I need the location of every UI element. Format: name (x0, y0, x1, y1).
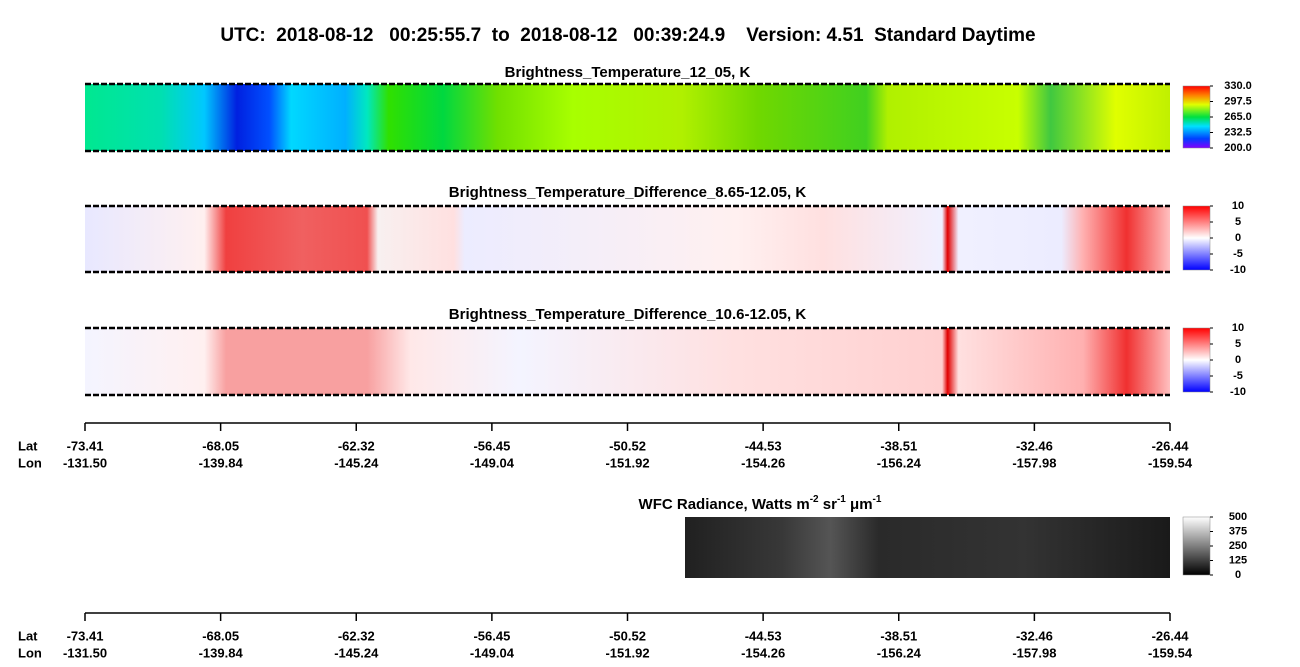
lon-tick-label: -149.04 (470, 645, 515, 660)
lon-label: Lon (18, 645, 42, 660)
lon-tick-label: -154.26 (741, 645, 785, 660)
page-title: UTC: 2018-08-12 00:25:55.7 to 2018-08-12… (220, 25, 1035, 46)
colorbar-tick-label: 10 (1232, 322, 1244, 334)
image-strip (85, 84, 1170, 151)
lat-tick-label: -38.51 (880, 438, 917, 453)
lon-tick-label: -131.50 (63, 455, 107, 470)
lon-tick-label: -139.84 (199, 645, 244, 660)
colorbar-tick-label: 200.0 (1224, 142, 1252, 154)
image-strip (85, 206, 1170, 272)
lon-tick-label: -131.50 (63, 645, 107, 660)
title-segment: -1 (837, 494, 846, 505)
lon-tick-label: -156.24 (877, 455, 922, 470)
lon-label: Lon (18, 455, 42, 470)
lon-tick-label: -149.04 (470, 455, 515, 470)
colorbar-tick-label: 0 (1235, 569, 1241, 581)
colorbar-tick-label: 5 (1235, 216, 1241, 228)
lat-tick-label: -44.53 (745, 438, 782, 453)
panel-title: Brightness_Temperature_Difference_8.65-1… (449, 184, 807, 201)
colorbar-tick-label: 232.5 (1224, 126, 1252, 138)
title-segment: -2 (810, 494, 819, 505)
colorbar-tick-label: 375 (1229, 525, 1247, 537)
panel-title: Brightness_Temperature_12_05, K (505, 64, 751, 81)
title-segment: -1 (873, 494, 882, 505)
lat-tick-label: -68.05 (202, 438, 239, 453)
lat-label: Lat (18, 438, 38, 453)
colorbar-tick-label: 0 (1235, 232, 1241, 244)
colorbar-tick-label: 125 (1229, 554, 1247, 566)
lon-tick-label: -159.54 (1148, 645, 1193, 660)
image-strip (85, 328, 1170, 395)
lat-tick-label: -56.45 (473, 438, 510, 453)
lat-tick-label: -50.52 (609, 438, 646, 453)
lat-tick-label: -38.51 (880, 628, 917, 643)
lat-label: Lat (18, 628, 38, 643)
colorbar-tick-label: 500 (1229, 511, 1247, 523)
panel-title: Brightness_Temperature_Difference_10.6-1… (449, 306, 807, 323)
lon-tick-label: -151.92 (605, 645, 649, 660)
lon-tick-label: -145.24 (334, 455, 379, 470)
colorbar-tick-label: 10 (1232, 200, 1244, 212)
colorbar-tick-label: 297.5 (1224, 95, 1252, 107)
colorbar-tick-label: 5 (1235, 338, 1241, 350)
colorbar-tick-label: 330.0 (1224, 80, 1252, 92)
lat-tick-label: -32.46 (1016, 628, 1053, 643)
lon-tick-label: -151.92 (605, 455, 649, 470)
colorbar (1182, 205, 1211, 271)
lat-tick-label: -26.44 (1152, 628, 1190, 643)
colorbar-tick-label: 265.0 (1224, 111, 1252, 123)
lon-tick-label: -157.98 (1012, 645, 1056, 660)
lon-tick-label: -154.26 (741, 455, 785, 470)
colorbar (1182, 85, 1211, 149)
colorbar-tick-label: -5 (1233, 370, 1243, 382)
lat-tick-label: -44.53 (745, 628, 782, 643)
lon-tick-label: -156.24 (877, 645, 922, 660)
colorbar-tick-label: -10 (1230, 264, 1246, 276)
lat-tick-label: -26.44 (1152, 438, 1190, 453)
panel-title: WFC Radiance, Watts m-2 sr-1 μm-1 (639, 494, 882, 513)
lat-tick-label: -73.41 (67, 438, 104, 453)
lat-tick-label: -56.45 (473, 628, 510, 643)
title-segment: μm (846, 496, 873, 513)
colorbar (1182, 516, 1211, 576)
image-strip (685, 517, 1170, 578)
lon-tick-label: -159.54 (1148, 455, 1193, 470)
lat-tick-label: -32.46 (1016, 438, 1053, 453)
colorbar-tick-label: 250 (1229, 540, 1247, 552)
lat-tick-label: -68.05 (202, 628, 239, 643)
colorbar (1182, 327, 1211, 393)
colorbar-tick-label: 0 (1235, 354, 1241, 366)
lat-tick-label: -62.32 (338, 628, 375, 643)
colorbar-tick-label: -5 (1233, 248, 1243, 260)
lat-tick-label: -73.41 (67, 628, 104, 643)
title-segment: sr (819, 496, 838, 513)
lat-tick-label: -62.32 (338, 438, 375, 453)
lat-tick-label: -50.52 (609, 628, 646, 643)
title-segment: WFC Radiance, Watts m (639, 496, 810, 513)
lon-tick-label: -157.98 (1012, 455, 1056, 470)
lon-tick-label: -139.84 (199, 455, 244, 470)
lon-tick-label: -145.24 (334, 645, 379, 660)
colorbar-tick-label: -10 (1230, 386, 1246, 398)
